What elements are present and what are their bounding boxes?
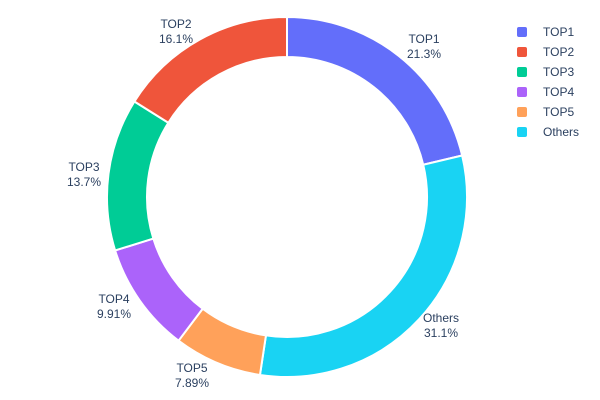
slice-label-name: TOP4 — [98, 292, 130, 306]
slice-label-percent: 31.1% — [423, 326, 459, 340]
slice-label-name: TOP1 — [408, 32, 440, 46]
legend-label: TOP3 — [543, 65, 575, 79]
legend-swatch-others — [517, 127, 527, 137]
legend-swatch-top4 — [517, 87, 527, 97]
legend-item-top5[interactable]: TOP5 — [517, 102, 579, 122]
pie-slice-top2[interactable] — [133, 16, 288, 124]
legend-swatch-top3 — [517, 67, 527, 77]
legend-swatch-top2 — [517, 47, 527, 57]
legend-item-top3[interactable]: TOP3 — [517, 62, 579, 82]
pie-slice-top4[interactable] — [114, 237, 204, 342]
slice-label-top5: TOP5 7.89% — [175, 361, 209, 391]
legend-item-others[interactable]: Others — [517, 122, 579, 142]
slice-label-percent: 13.7% — [66, 175, 102, 189]
legend-label: TOP2 — [543, 45, 575, 59]
slice-label-name: TOP2 — [160, 17, 192, 31]
legend-swatch-top1 — [517, 27, 527, 37]
legend-label: TOP1 — [543, 25, 575, 39]
legend-item-top2[interactable]: TOP2 — [517, 42, 579, 62]
slice-label-name: TOP5 — [176, 361, 208, 375]
slice-label-name: Others — [422, 311, 460, 325]
pie-slice-others[interactable] — [258, 154, 468, 378]
legend: TOP1 TOP2 TOP3 TOP4 TOP5 Others — [517, 22, 579, 142]
slice-label-percent: 21.3% — [406, 47, 442, 61]
slice-label-top2: TOP2 16.1% — [159, 17, 193, 47]
slice-label-top1: TOP1 21.3% — [407, 32, 441, 62]
slice-label-percent: 7.89% — [174, 376, 210, 390]
legend-label: TOP4 — [543, 85, 575, 99]
legend-swatch-top5 — [517, 107, 527, 117]
legend-label: Others — [543, 125, 580, 139]
legend-label: TOP5 — [543, 105, 575, 119]
legend-item-top1[interactable]: TOP1 — [517, 22, 579, 42]
pie-slice-top3[interactable] — [106, 100, 170, 252]
slice-label-others: Others 31.1% — [423, 311, 459, 341]
legend-item-top4[interactable]: TOP4 — [517, 82, 579, 102]
slice-label-name: TOP3 — [68, 160, 100, 174]
slice-label-top3: TOP3 13.7% — [67, 160, 101, 190]
slice-label-percent: 16.1% — [158, 32, 194, 46]
slice-label-top4: TOP4 9.91% — [97, 292, 131, 322]
slice-label-percent: 9.91% — [96, 307, 132, 321]
